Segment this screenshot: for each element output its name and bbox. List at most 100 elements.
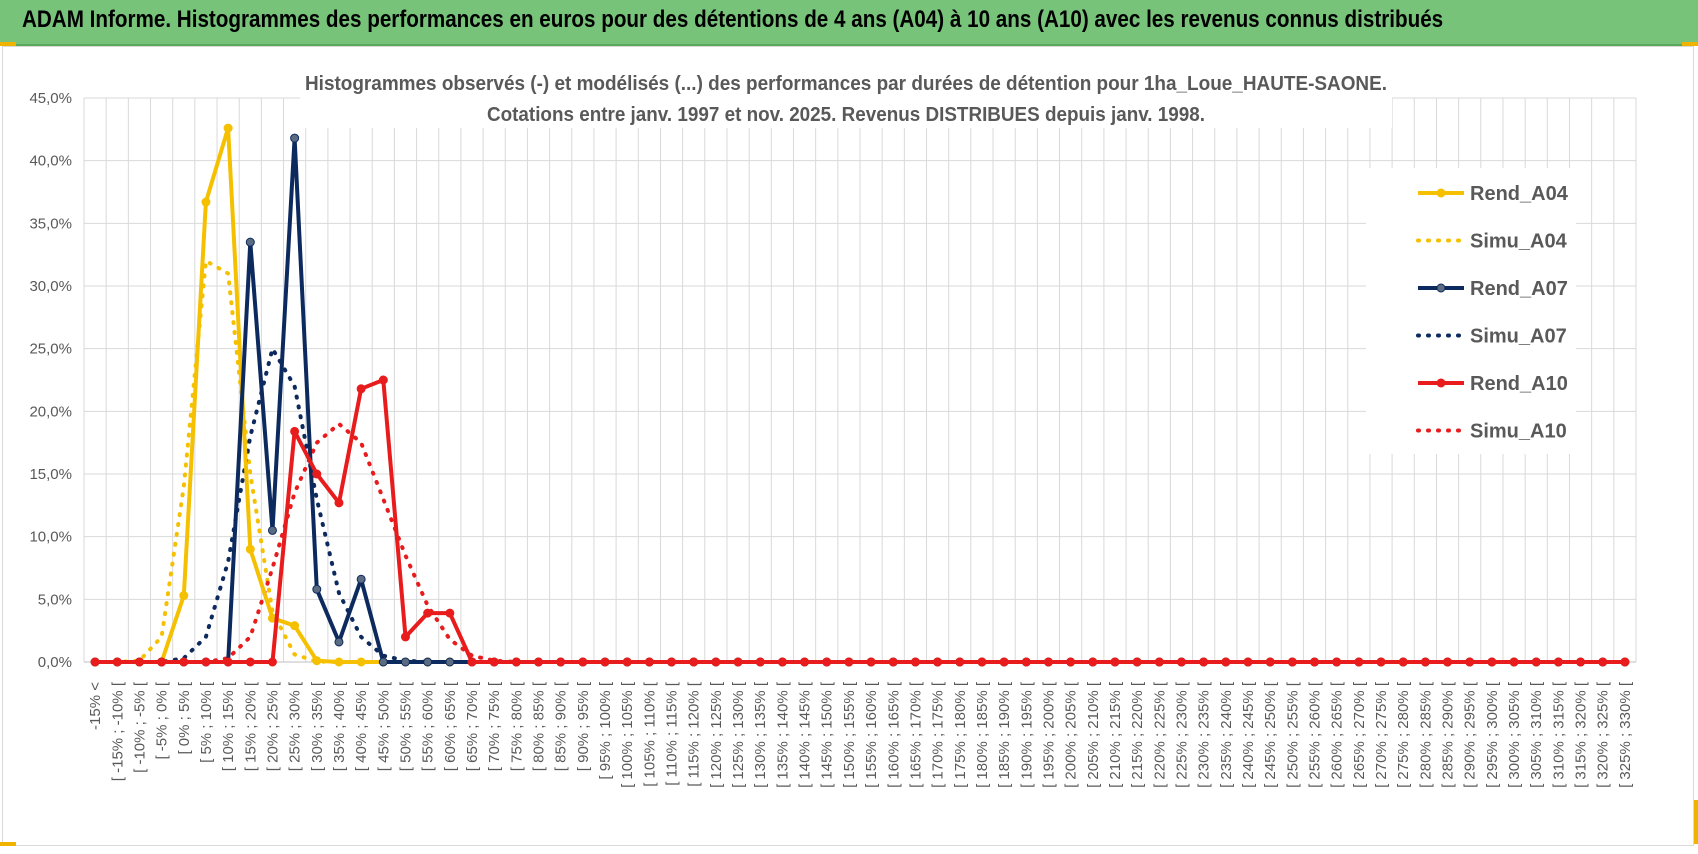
x-tick-label: [ 190% ; 195% [ <box>1018 681 1035 788</box>
legend-marker <box>1436 378 1446 388</box>
x-tick-label: [ 120% ; 125% [ <box>708 681 725 788</box>
data-point-rend_a10 <box>800 657 810 667</box>
x-tick-label: [ 45% ; 50% [ <box>375 681 392 771</box>
data-point-rend_a04 <box>179 591 189 601</box>
legend-label-rend_a10: Rend_A10 <box>1470 373 1568 395</box>
x-tick-label: [ 225% ; 230% [ <box>1173 681 1190 788</box>
data-point-rend_a10 <box>556 657 566 667</box>
x-tick-label: [ 300% ; 305% [ <box>1506 681 1523 788</box>
y-tick-label: 0,0% <box>38 654 72 671</box>
legend-label-simu_a10: Simu_A10 <box>1470 421 1567 443</box>
x-tick-label: [ 210% ; 215% [ <box>1107 681 1124 788</box>
data-point-rend_a10 <box>1487 657 1497 667</box>
frame-corner-accent <box>0 842 16 846</box>
data-point-rend_a10 <box>1043 657 1053 667</box>
x-tick-label: [ 290% ; 295% [ <box>1462 681 1479 788</box>
x-tick-label: [ 170% ; 175% [ <box>930 681 947 788</box>
data-point-rend_a10 <box>1376 657 1386 667</box>
y-tick-label: 15,0% <box>29 466 72 483</box>
data-point-rend_a07 <box>312 584 322 594</box>
data-point-rend_a07 <box>334 637 344 647</box>
data-point-rend_a10 <box>90 657 100 667</box>
data-point-rend_a10 <box>1531 657 1541 667</box>
data-point-rend_a10 <box>1088 657 1098 667</box>
x-tick-label: [ 260% ; 265% [ <box>1329 681 1346 788</box>
data-point-rend_a10 <box>1199 657 1209 667</box>
x-axis-ticks: -15% < [ -15% ; -10% [[ -10% ; -5% [[ -5%… <box>87 681 1634 788</box>
y-axis-ticks: 0,0% 5,0% 10,0% 15,0% 20,0% 25,0% 30,0% 35,0% 40… <box>29 90 72 671</box>
data-point-rend_a10 <box>423 608 433 618</box>
x-tick-label: [ 30% ; 35% [ <box>309 681 326 771</box>
x-tick-label: [ 200% ; 205% [ <box>1063 681 1080 788</box>
legend-marker <box>1436 188 1446 198</box>
data-point-rend_a07 <box>445 657 455 667</box>
data-point-rend_a10 <box>179 657 189 667</box>
x-tick-label: [ 20% ; 25% [ <box>264 681 281 771</box>
data-point-rend_a10 <box>733 657 743 667</box>
chart-title-background <box>300 62 1392 128</box>
data-point-rend_a10 <box>822 657 832 667</box>
frame-corner-accent <box>1694 800 1698 844</box>
data-point-rend_a10 <box>1509 657 1519 667</box>
data-point-rend_a10 <box>290 426 300 436</box>
data-point-rend_a10 <box>667 657 677 667</box>
data-point-rend_a10 <box>711 657 721 667</box>
x-tick-label: [ 105% ; 110% [ <box>641 681 658 787</box>
x-tick-label: [ 325% ; 330% [ <box>1617 681 1634 788</box>
legend-label-rend_a04: Rend_A04 <box>1470 183 1569 205</box>
y-tick-label: 40,0% <box>29 153 72 170</box>
data-point-rend_a10 <box>910 657 920 667</box>
y-tick-label: 25,0% <box>29 341 72 358</box>
x-tick-label: [ 55% ; 60% [ <box>420 681 437 771</box>
data-point-rend_a10 <box>1287 657 1297 667</box>
data-point-rend_a07 <box>356 574 366 584</box>
data-point-rend_a10 <box>334 498 344 508</box>
report-title: ADAM Informe. Histogrammes des performan… <box>22 6 1444 33</box>
x-tick-label: [ 35% ; 40% [ <box>331 681 348 771</box>
x-tick-label: [ 305% ; 310% [ <box>1528 681 1545 788</box>
x-tick-label: [ 285% ; 290% [ <box>1440 681 1457 788</box>
data-point-rend_a10 <box>356 384 366 394</box>
report-banner: ADAM Informe. Histogrammes des performan… <box>0 0 1698 46</box>
data-point-rend_a04 <box>201 197 211 207</box>
x-tick-label: [ 160% ; 165% [ <box>885 681 902 788</box>
x-tick-label: [ 125% ; 130% [ <box>730 681 747 788</box>
data-point-rend_a10 <box>489 657 499 667</box>
x-tick-label: [ 40% ; 45% [ <box>353 681 370 771</box>
x-tick-label: [ 185% ; 190% [ <box>996 681 1013 788</box>
x-tick-label: [ 275% ; 280% [ <box>1395 681 1412 788</box>
x-tick-label: [ -15% ; -10% [ <box>109 681 126 781</box>
data-point-rend_a10 <box>1553 657 1563 667</box>
legend-label-rend_a07: Rend_A07 <box>1470 278 1568 300</box>
data-point-rend_a10 <box>578 657 588 667</box>
data-point-rend_a10 <box>1420 657 1430 667</box>
data-point-rend_a10 <box>1176 657 1186 667</box>
data-point-rend_a10 <box>245 657 255 667</box>
x-tick-label: [ 70% ; 75% [ <box>486 681 503 771</box>
y-tick-label: 5,0% <box>38 591 72 608</box>
data-point-rend_a10 <box>223 657 233 667</box>
data-point-rend_a07 <box>245 237 255 247</box>
data-point-rend_a10 <box>467 657 477 667</box>
x-tick-label: [ 255% ; 260% [ <box>1307 681 1324 788</box>
x-tick-label: [ 165% ; 170% [ <box>907 681 924 788</box>
x-tick-label: [ 250% ; 255% [ <box>1284 681 1301 788</box>
legend: Rend_A04 Simu_A04 Rend_A07 Simu_A07 Rend_A10… <box>1416 183 1569 443</box>
x-tick-label: [ 25% ; 30% [ <box>287 681 304 771</box>
data-point-rend_a07 <box>423 657 433 667</box>
data-point-rend_a10 <box>1110 657 1120 667</box>
data-point-rend_a10 <box>267 657 277 667</box>
data-point-rend_a07 <box>400 657 410 667</box>
x-tick-label: [ 10% ; 15% [ <box>220 681 237 771</box>
x-tick-label: [ 90% ; 95% [ <box>575 681 592 771</box>
x-tick-label: [ 85% ; 90% [ <box>553 681 570 771</box>
x-tick-label: [ 245% ; 250% [ <box>1262 681 1279 788</box>
x-tick-label: [ 75% ; 80% [ <box>508 681 525 771</box>
x-tick-label: [ 115% ; 120% [ <box>686 681 703 787</box>
x-tick-label: [ 60% ; 65% [ <box>442 681 459 771</box>
chart-title: Histogrammes observés (-) et modélisés (… <box>305 73 1387 95</box>
data-point-rend_a10 <box>999 657 1009 667</box>
x-tick-label: [ 230% ; 235% [ <box>1196 681 1213 788</box>
x-tick-label: [ 15% ; 20% [ <box>242 681 259 771</box>
data-point-rend_a10 <box>888 657 898 667</box>
